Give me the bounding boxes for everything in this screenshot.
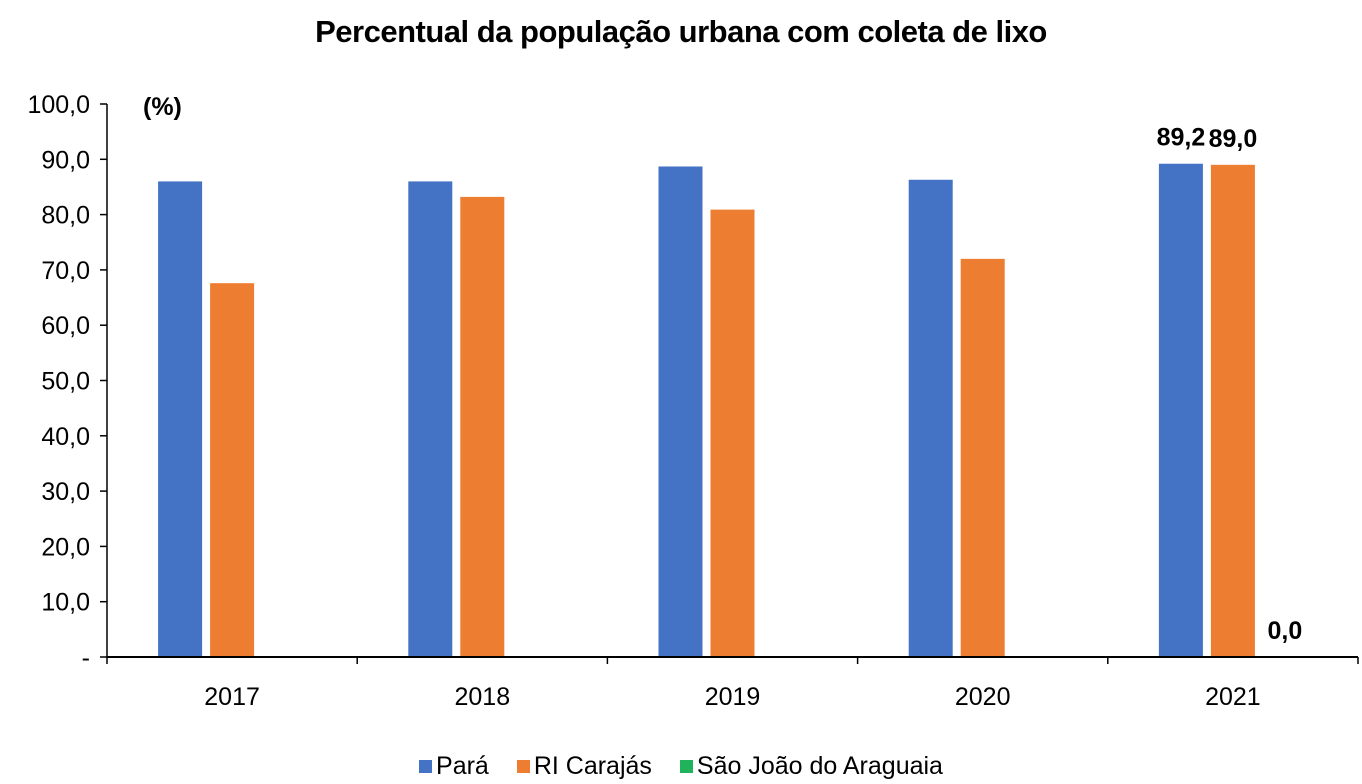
bar-ri-caraj-s-2019 [710, 209, 755, 658]
data-label: 89,2 [1157, 124, 1206, 152]
y-tick-label: 50,0 [41, 368, 90, 396]
x-tick-label: 2017 [204, 683, 260, 711]
x-tick-label: 2019 [705, 683, 761, 711]
x-axis: 2017 2018 2019 2020 2021 [106, 656, 1359, 711]
bar-par--2019 [658, 166, 703, 657]
legend-label: RI Carajás [533, 752, 652, 780]
bars [158, 163, 1255, 658]
y-tick-label: 80,0 [41, 202, 90, 230]
y-tick-label: 40,0 [41, 423, 90, 451]
legend-label: Pará [436, 752, 489, 780]
legend-swatch [516, 760, 530, 773]
legend-swatch [419, 760, 433, 773]
y-tick-label: 70,0 [41, 257, 90, 285]
chart-title: Percentual da população urbana com colet… [315, 14, 1047, 49]
y-tick-label: 20,0 [41, 533, 90, 561]
x-tick-label: 2018 [454, 683, 510, 711]
legend-item: Pará [419, 752, 489, 781]
y-unit-label: (%) [143, 93, 182, 121]
x-tick-label: 2021 [1205, 683, 1261, 711]
bar-par--2018 [408, 181, 453, 658]
y-tick-label: - [82, 644, 90, 672]
x-tick-label: 2020 [955, 683, 1011, 711]
data-label: 89,0 [1209, 125, 1258, 153]
y-tick-label: 10,0 [41, 589, 90, 617]
bar-par--2020 [908, 179, 953, 658]
bar-ri-caraj-s-2021 [1210, 164, 1255, 657]
y-tick-label: 100,0 [27, 91, 90, 119]
bar-ri-caraj-s-2017 [210, 283, 255, 657]
bar-par--2017 [158, 181, 203, 658]
y-axis: - 10,0 20,0 30,0 40,0 50,0 60,0 70,0 80,0 90,0 100… [27, 91, 181, 672]
bar-par--2021 [1158, 163, 1203, 657]
legend: Pará RI Carajás São João do Araguaia [0, 752, 1362, 781]
legend-swatch [679, 760, 693, 773]
bar-ri-caraj-s-2018 [460, 196, 505, 658]
bar-chart: - 10,0 20,0 30,0 40,0 50,0 60,0 70,0 80,0 90,0 100… [27, 91, 1359, 711]
legend-item: RI Carajás [516, 752, 652, 781]
bar-ri-caraj-s-2020 [960, 258, 1005, 657]
legend-label: São João do Araguaia [696, 752, 943, 780]
data-labels: 89,2 89,0 0,0 [1157, 124, 1303, 645]
legend-item: São João do Araguaia [679, 752, 943, 781]
y-tick-label: 90,0 [41, 146, 90, 174]
y-tick-label: 30,0 [41, 478, 90, 506]
data-label: 0,0 [1268, 617, 1303, 645]
y-tick-label: 60,0 [41, 312, 90, 340]
